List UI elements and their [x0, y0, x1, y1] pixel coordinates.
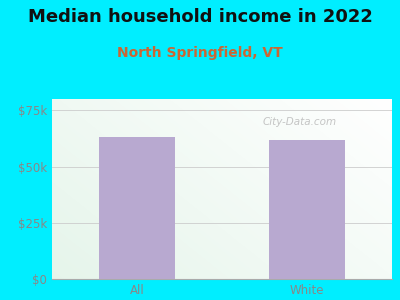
Text: Median household income in 2022: Median household income in 2022	[28, 8, 372, 26]
Text: City-Data.com: City-Data.com	[263, 117, 337, 127]
Bar	[99, 137, 175, 279]
Text: North Springfield, VT: North Springfield, VT	[117, 46, 283, 61]
Bar	[269, 140, 345, 279]
